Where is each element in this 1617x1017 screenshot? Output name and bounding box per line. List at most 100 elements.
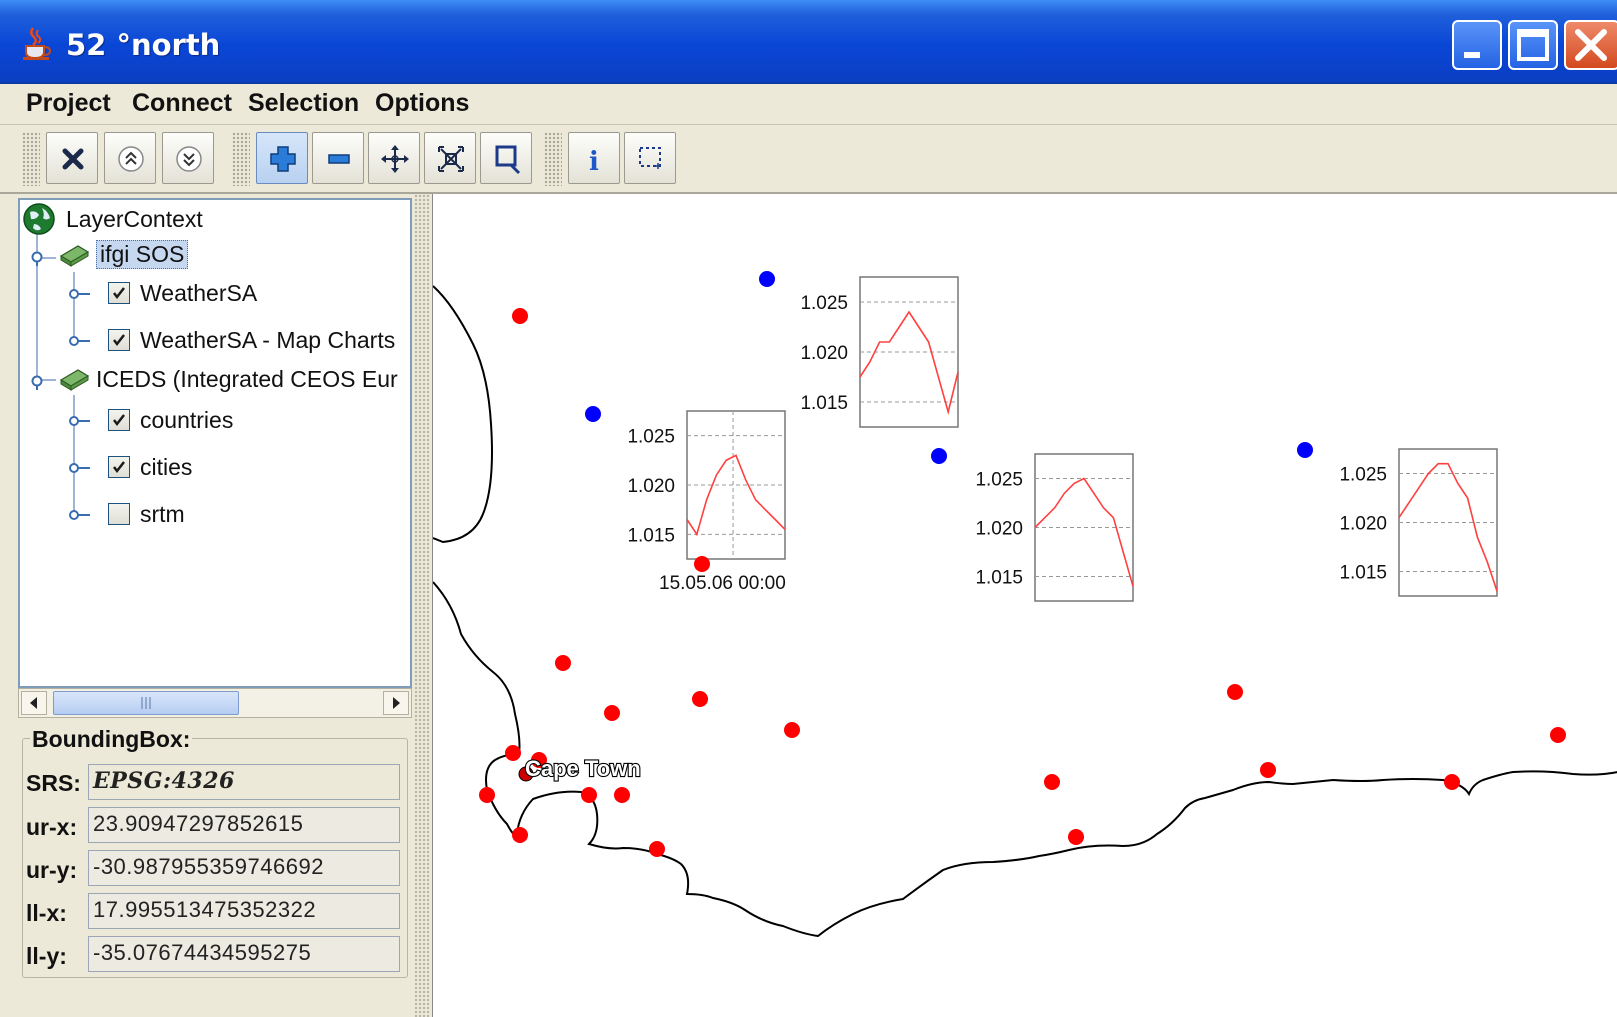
station-point[interactable] <box>694 556 710 572</box>
station-point[interactable] <box>1444 774 1460 790</box>
leaf-handle-icon[interactable] <box>68 462 90 476</box>
station-point[interactable] <box>604 705 620 721</box>
info-button[interactable]: i <box>568 132 620 184</box>
chart-tick-label: 1.020 <box>1339 514 1387 535</box>
tree-node-weathersa-map-charts[interactable]: WeatherSA - Map Charts <box>140 327 396 353</box>
minimize-icon <box>1464 52 1480 58</box>
grip-lines-icon <box>141 697 151 709</box>
menu-project[interactable]: Project <box>26 89 111 117</box>
layer-tree[interactable]: LayerContext ifgi SOS WeatherSA WeatherS… <box>18 198 412 688</box>
chart-tick-label: 1.025 <box>800 293 848 314</box>
checkbox-weathersa-map-charts[interactable] <box>108 329 130 351</box>
expand-handle-icon[interactable] <box>30 374 46 390</box>
toolbar-grip[interactable] <box>544 132 562 186</box>
station-point[interactable] <box>692 691 708 707</box>
toolbar-grip[interactable] <box>22 132 40 186</box>
weather-station-point[interactable] <box>585 406 601 422</box>
tree-node-iceds[interactable]: ICEDS (Integrated CEOS Eur <box>96 366 398 392</box>
weather-station-point[interactable] <box>759 271 775 287</box>
leaf-handle-icon[interactable] <box>68 335 90 349</box>
bounding-box-title: BoundingBox: <box>30 726 193 753</box>
leaf-handle-icon[interactable] <box>68 415 90 429</box>
zoom-to-extent-button[interactable] <box>424 132 476 184</box>
mini-chart[interactable]: 1.025 1.020 1.015 15.05.06 00:00 <box>627 410 786 594</box>
station-point[interactable] <box>1227 684 1243 700</box>
station-point[interactable] <box>512 308 528 324</box>
scroll-left-button[interactable] <box>21 691 47 715</box>
window-title: 52 °north <box>66 28 221 62</box>
scroll-right-button[interactable] <box>383 691 409 715</box>
menu-selection[interactable]: Selection <box>248 89 360 117</box>
expand-handle-icon[interactable] <box>30 250 46 266</box>
weather-station-point[interactable] <box>931 448 947 464</box>
pan-button[interactable] <box>368 132 420 184</box>
checkbox-countries[interactable] <box>108 409 130 431</box>
station-point[interactable] <box>505 745 521 761</box>
mini-chart[interactable]: 1.025 1.020 1.015 <box>800 276 959 428</box>
station-point[interactable] <box>1550 727 1566 743</box>
zoom-in-button[interactable] <box>256 132 308 184</box>
toolbar-grip[interactable] <box>232 132 250 186</box>
ll-y-field[interactable]: -35.07674434595275 <box>88 936 400 972</box>
leaf-handle-icon[interactable] <box>68 288 90 302</box>
zoom-out-icon <box>328 154 350 164</box>
station-point[interactable] <box>614 787 630 803</box>
tree-root-label[interactable]: LayerContext <box>66 206 203 232</box>
checkbox-weathersa[interactable] <box>108 282 130 304</box>
tree-node-ifgi-sos[interactable]: ifgi SOS <box>96 240 189 269</box>
zoom-out-button[interactable] <box>312 132 364 184</box>
maximize-button[interactable] <box>1508 20 1558 70</box>
mini-chart[interactable]: 1.025 1.020 1.015 <box>1339 448 1498 597</box>
tree-horizontal-scrollbar[interactable] <box>18 688 412 718</box>
station-point[interactable] <box>1044 774 1060 790</box>
ur-y-field[interactable]: -30.987955359746692 <box>88 850 400 886</box>
station-point[interactable] <box>531 752 547 768</box>
menu-connect[interactable]: Connect <box>132 89 232 117</box>
remove-layer-button[interactable] <box>46 132 98 184</box>
arrow-left-icon <box>30 697 37 709</box>
city-point[interactable] <box>518 766 534 782</box>
zoom-to-box-button[interactable] <box>480 132 532 184</box>
weather-station-point[interactable] <box>1297 442 1313 458</box>
station-point[interactable] <box>649 841 665 857</box>
zoom-to-extent-icon <box>438 146 464 172</box>
checkbox-srtm[interactable] <box>108 503 130 525</box>
tree-node-cities[interactable]: cities <box>140 454 193 480</box>
mini-chart[interactable]: 1.025 1.020 1.015 <box>975 453 1134 602</box>
tree-node-countries[interactable]: countries <box>140 407 234 433</box>
station-point[interactable] <box>555 655 571 671</box>
station-point[interactable] <box>581 787 597 803</box>
station-point[interactable] <box>784 722 800 738</box>
close-button[interactable] <box>1564 20 1617 70</box>
map-view[interactable]: 1.025 1.020 1.015 15.05.06 00:00 1.025 1.020 1… <box>432 194 1617 1017</box>
chart-series-line <box>1034 477 1134 587</box>
panel-splitter[interactable] <box>414 194 430 1017</box>
checkbox-cities[interactable] <box>108 456 130 478</box>
station-point[interactable] <box>1260 762 1276 778</box>
station-point[interactable] <box>1068 829 1084 845</box>
move-layer-down-button[interactable] <box>162 132 214 184</box>
move-layer-up-button[interactable] <box>104 132 156 184</box>
svg-text:i: i <box>589 147 599 177</box>
tree-node-weathersa[interactable]: WeatherSA <box>140 280 258 306</box>
chart-series-line <box>1398 462 1498 592</box>
station-point[interactable] <box>479 787 495 803</box>
toolbar: i <box>0 126 1617 194</box>
scrollbar-thumb[interactable] <box>53 691 239 715</box>
select-box-button[interactable] <box>624 132 676 184</box>
ur-x-field[interactable]: 23.90947297852615 <box>88 807 400 843</box>
chart-tick-label: 1.020 <box>627 476 675 497</box>
ll-x-field[interactable]: 17.995513475352322 <box>88 893 400 929</box>
minimize-button[interactable] <box>1452 20 1502 70</box>
maximize-icon <box>1517 29 1549 61</box>
leaf-handle-icon[interactable] <box>68 509 90 523</box>
globe-icon <box>23 203 55 235</box>
menu-bar: Project Connect Selection Options <box>0 84 1617 125</box>
chart-tick-label: 1.015 <box>627 525 675 546</box>
menu-options[interactable]: Options <box>375 89 470 117</box>
pan-icon <box>381 145 409 173</box>
tree-node-srtm[interactable]: srtm <box>140 501 185 527</box>
srs-field[interactable]: EPSG:4326 <box>88 764 400 800</box>
station-point[interactable] <box>512 827 528 843</box>
